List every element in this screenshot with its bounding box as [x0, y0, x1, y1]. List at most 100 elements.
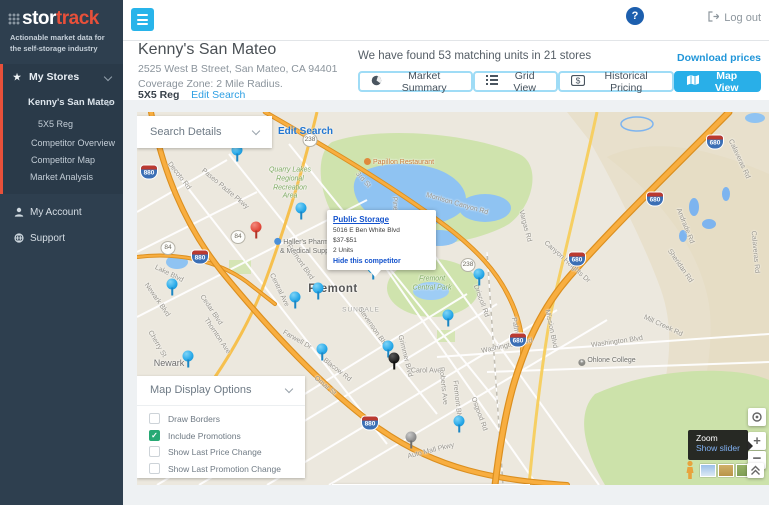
pie-chart-icon: [371, 75, 382, 89]
map-pin-blue[interactable]: [289, 291, 301, 303]
logout-button[interactable]: Log out: [708, 11, 761, 25]
sidebar-item-label: My Stores: [29, 71, 80, 83]
map-pin-blue[interactable]: [316, 343, 328, 355]
store-popup: Public Storage 5016 E Ben White Blvd $37…: [327, 210, 436, 278]
view-buttons: Market Summary Grid View $ Historical Prici…: [358, 69, 761, 94]
map-type-thumb[interactable]: [700, 464, 716, 477]
map-pin-blue[interactable]: [473, 268, 485, 280]
highway-shield-84: 84: [160, 241, 176, 255]
sidebar-active-section: [0, 64, 123, 194]
popup-pointer: [369, 270, 381, 278]
star-icon: ★: [13, 72, 22, 82]
highway-shield-680: 680: [707, 135, 723, 149]
map-edit-search-link[interactable]: Edit Search: [278, 126, 334, 137]
popup-unit-count: 2 Units: [333, 247, 354, 255]
popup-hide-competitor-link[interactable]: Hide this competitor: [333, 258, 401, 266]
topbar: ? Log out: [123, 0, 769, 41]
option-include-promotions[interactable]: ✓ Include Promotions: [137, 428, 305, 445]
page-title: Kenny's San Mateo: [138, 41, 277, 58]
chevron-down-icon: [251, 126, 261, 136]
map-pin-blue[interactable]: [182, 350, 194, 362]
map-pin-red[interactable]: [250, 221, 262, 233]
highway-shield-238: 238: [302, 133, 318, 147]
logo-track: track: [55, 8, 99, 29]
checkbox[interactable]: [149, 446, 160, 457]
user-icon: [14, 207, 24, 220]
checkbox-checked[interactable]: ✓: [149, 429, 160, 441]
option-label: Show Last Promotion Change: [168, 463, 281, 474]
logout-icon: [708, 11, 720, 25]
sidebar-item-label: Kenny's San Mateo: [28, 97, 115, 108]
map-display-options-header[interactable]: Map Display Options: [137, 376, 305, 404]
map-pin-blue[interactable]: [382, 340, 394, 352]
zoom-tooltip-label: Zoom: [696, 433, 718, 443]
option-draw-borders[interactable]: Draw Borders: [137, 411, 305, 428]
option-label: Draw Borders: [168, 414, 220, 424]
view-button-historical-pricing[interactable]: $ Historical Pricing: [557, 69, 675, 94]
collapse-control-button[interactable]: [747, 463, 764, 478]
checkbox[interactable]: [149, 413, 160, 424]
popup-price-range: $37-$51: [333, 237, 357, 245]
search-details-title: Search Details: [150, 126, 222, 138]
sidebar-item-label: Support: [30, 233, 66, 244]
svg-text:$: $: [575, 75, 580, 85]
sidebar-item-label: Competitor Map: [31, 155, 96, 165]
pan-control-button[interactable]: [748, 408, 766, 426]
chevron-down-icon: [284, 384, 294, 394]
popup-store-link[interactable]: Public Storage: [333, 215, 390, 224]
price-history-icon: $: [570, 74, 585, 89]
view-button-label: Market Summary: [401, 69, 447, 94]
highway-shield-680: 680: [647, 192, 663, 206]
edit-search-link[interactable]: Edit Search: [191, 89, 246, 101]
store-address: 2525 West B Street, San Mateo, CA 94401 …: [138, 62, 337, 92]
menu-toggle-button[interactable]: [131, 8, 154, 31]
option-show-last-promotion-change[interactable]: Show Last Promotion Change: [137, 461, 305, 478]
map-icon: [687, 75, 700, 88]
logo-tagline: Actionable market data for the self-stor…: [10, 33, 105, 53]
page-header: Kenny's San Mateo 2525 West B Street, Sa…: [123, 41, 769, 101]
unit-type-label: 5X5 Reg: [138, 89, 180, 101]
map-pin-blue[interactable]: [231, 144, 243, 156]
sidebar: stortrack Actionable market data for the…: [0, 0, 123, 505]
highway-shield-238: 238: [460, 258, 476, 272]
view-button-label: Grid View: [513, 69, 536, 94]
option-show-last-price-change[interactable]: Show Last Price Change: [137, 444, 305, 461]
stortrack-logo[interactable]: stortrack: [8, 8, 99, 30]
help-button[interactable]: ?: [626, 7, 644, 25]
pegman-control[interactable]: [683, 460, 697, 480]
map-pin-gray[interactable]: [405, 431, 417, 443]
main-area: ? Log out Kenny's San Mateo 2525 West B …: [123, 0, 769, 505]
map-display-options-panel: Map Display Options Draw Borders ✓ Include…: [137, 376, 305, 478]
option-label: Include Promotions: [168, 430, 241, 441]
address-line: 2525 West B Street, San Mateo, CA 94401: [138, 63, 338, 75]
highway-shield-880: 880: [362, 416, 378, 430]
map-legend-bar[interactable]: Map Legend: [332, 484, 530, 485]
map[interactable]: Quarry Lakes Regional Recreation Area Fre…: [137, 112, 769, 485]
zoom-tooltip: Zoom Show slider: [688, 430, 753, 460]
show-slider-link[interactable]: Show slider: [696, 443, 740, 453]
map-type-thumbnails[interactable]: [700, 464, 752, 477]
view-button-market-summary[interactable]: Market Summary: [358, 69, 474, 94]
map-pin-black[interactable]: [388, 352, 400, 364]
view-button-grid-view[interactable]: Grid View: [473, 69, 558, 94]
view-button-map-view[interactable]: Map View: [674, 69, 761, 94]
sidebar-item-label: My Account: [30, 207, 82, 218]
checkbox[interactable]: [149, 462, 160, 474]
view-button-label: Historical Pricing: [604, 69, 648, 94]
map-pin-blue[interactable]: [166, 278, 178, 290]
map-pin-blue[interactable]: [453, 415, 465, 427]
highway-shield-84: 84: [230, 230, 246, 244]
download-prices-link[interactable]: Download prices: [676, 52, 761, 64]
view-button-label: Map View: [714, 69, 739, 94]
grid-icon: [486, 75, 499, 88]
map-pin-blue[interactable]: [295, 202, 307, 214]
map-pin-blue[interactable]: [312, 282, 324, 294]
map-type-thumb[interactable]: [718, 464, 734, 477]
option-label: Show Last Price Change: [168, 447, 262, 457]
popup-details: 5016 E Ben White Blvd $37-$51 2 Units: [333, 226, 430, 256]
search-details-panel[interactable]: Search Details: [137, 116, 272, 148]
logo-grid-icon: [8, 13, 20, 25]
logout-label: Log out: [724, 12, 761, 24]
map-pin-blue[interactable]: [442, 309, 454, 321]
